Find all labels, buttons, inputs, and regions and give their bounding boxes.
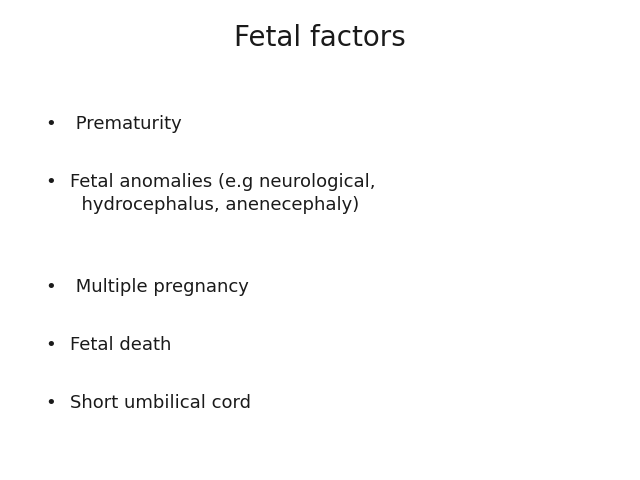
Text: Fetal factors: Fetal factors	[234, 24, 406, 52]
Text: Fetal death: Fetal death	[70, 336, 172, 354]
Text: Short umbilical cord: Short umbilical cord	[70, 394, 252, 411]
Text: •: •	[45, 173, 56, 191]
Text: Prematurity: Prematurity	[70, 115, 182, 133]
Text: •: •	[45, 394, 56, 411]
Text: Multiple pregnancy: Multiple pregnancy	[70, 278, 249, 296]
Text: •: •	[45, 115, 56, 133]
Text: •: •	[45, 278, 56, 296]
Text: •: •	[45, 336, 56, 354]
Text: Fetal anomalies (e.g neurological,
  hydrocephalus, anenecephaly): Fetal anomalies (e.g neurological, hydro…	[70, 173, 376, 215]
